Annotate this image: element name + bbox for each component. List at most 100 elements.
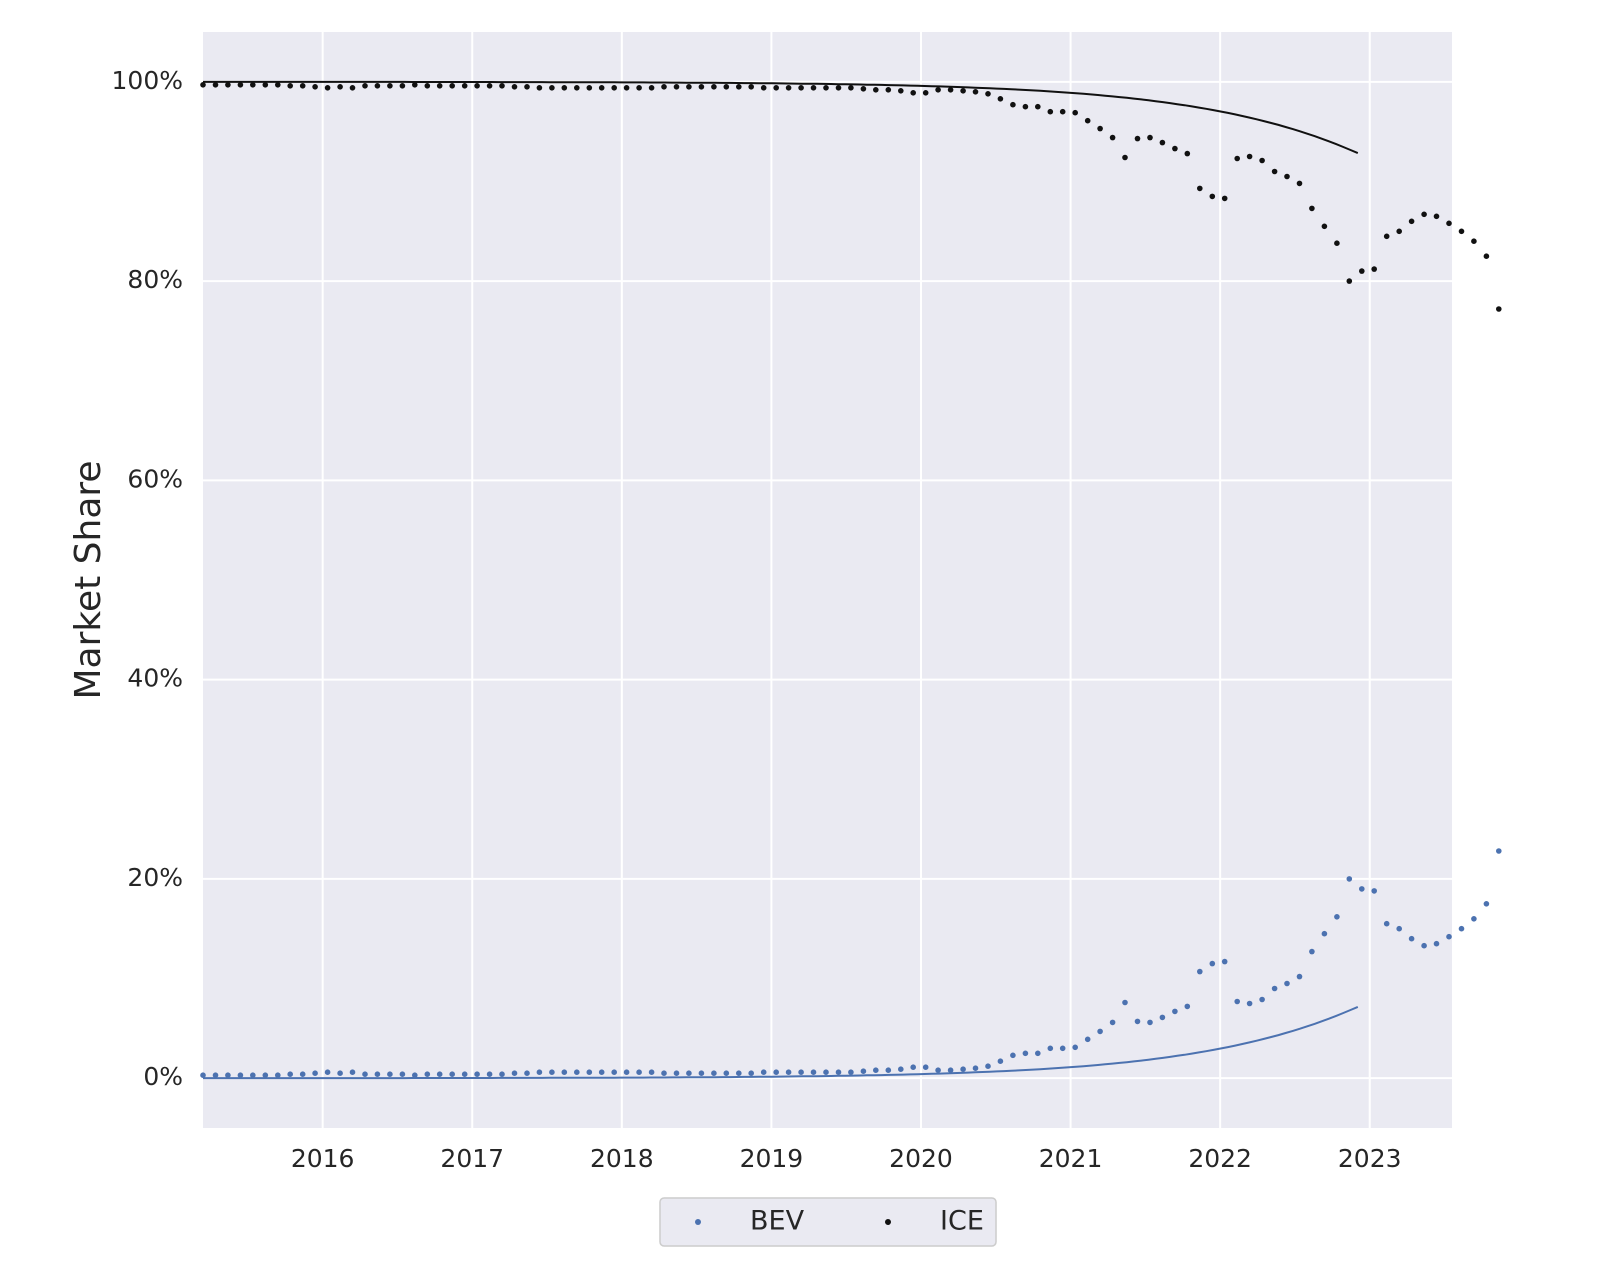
data-point-ice — [424, 83, 431, 89]
grid-lines — [203, 32, 1452, 1128]
data-point-bev — [561, 1069, 568, 1075]
data-point-bev — [275, 1072, 281, 1078]
data-point-bev — [823, 1069, 829, 1075]
data-point-bev — [1234, 998, 1240, 1005]
data-point-bev — [1371, 888, 1377, 894]
data-point-ice — [225, 82, 231, 88]
data-point-bev — [972, 1065, 979, 1071]
data-point-ice — [549, 85, 555, 91]
data-point-bev — [1421, 942, 1427, 949]
data-point-ice — [760, 85, 767, 91]
data-point-bev — [860, 1068, 867, 1074]
data-point-ice — [1359, 268, 1365, 274]
x-tick-label: 2020 — [889, 1144, 953, 1173]
data-point-ice — [449, 83, 456, 89]
data-point-ice — [1408, 218, 1415, 225]
data-point-bev — [1122, 999, 1128, 1006]
data-point-ice — [1072, 109, 1078, 116]
data-point-ice — [1122, 154, 1128, 161]
data-point-ice — [524, 84, 530, 90]
trend-line-ice — [203, 80, 1359, 155]
data-point-bev — [449, 1071, 456, 1077]
data-point-ice — [324, 85, 331, 91]
data-point-ice — [387, 83, 393, 89]
data-point-bev — [1246, 1000, 1253, 1007]
data-point-ice — [1271, 168, 1278, 175]
y-tick-label: 60% — [127, 464, 183, 493]
data-point-bev — [1446, 933, 1452, 940]
data-point-ice — [461, 83, 468, 89]
y-tick-label: 0% — [143, 1062, 183, 1091]
data-point-ice — [922, 90, 929, 96]
data-point-bev — [250, 1072, 256, 1078]
data-point-ice — [910, 90, 916, 96]
data-point-ice — [1483, 253, 1490, 259]
data-point-bev — [1259, 996, 1265, 1003]
data-point-ice — [785, 85, 792, 91]
data-point-bev — [1433, 940, 1440, 947]
data-point-ice — [623, 85, 630, 91]
data-point-bev — [461, 1071, 468, 1077]
data-point-bev — [486, 1071, 493, 1077]
data-point-bev — [287, 1071, 294, 1077]
data-point-ice — [935, 87, 941, 93]
data-point-ice — [798, 85, 804, 91]
data-point-bev — [436, 1071, 443, 1077]
data-point-bev — [399, 1071, 406, 1077]
x-axis-ticks: 2016 2017 2018 2019 2020 2021 2022 2023 — [291, 1144, 1402, 1173]
data-point-ice — [611, 85, 617, 91]
data-point-ice — [1084, 117, 1091, 124]
data-point-bev — [225, 1072, 231, 1078]
data-point-ice — [1109, 134, 1116, 141]
data-point-ice — [736, 84, 742, 90]
data-point-bev — [474, 1071, 480, 1077]
data-point-ice — [860, 86, 867, 92]
data-point-bev — [1483, 901, 1490, 907]
data-point-bev — [1221, 958, 1228, 965]
data-point-ice — [648, 85, 655, 91]
data-point-ice — [1309, 205, 1315, 212]
data-point-bev — [1458, 925, 1465, 932]
data-point-bev — [997, 1058, 1004, 1064]
legend-marker-bev — [695, 1219, 701, 1225]
legend: BEV ICE — [659, 1197, 997, 1247]
data-point-bev — [1097, 1028, 1103, 1035]
data-point-bev — [1022, 1050, 1029, 1057]
data-point-ice — [312, 84, 318, 90]
data-point-ice — [848, 85, 854, 91]
data-point-ice — [711, 84, 717, 90]
data-point-ice — [436, 83, 443, 89]
data-point-bev — [1172, 1008, 1178, 1015]
data-point-ice — [997, 96, 1004, 102]
data-point-ice — [536, 85, 543, 91]
data-point-ice — [412, 82, 418, 88]
data-point-ice — [686, 84, 692, 90]
data-point-bev — [200, 1072, 206, 1078]
data-point-bev — [698, 1070, 705, 1076]
data-point-ice — [1471, 238, 1477, 244]
data-point-ice — [673, 84, 680, 90]
data-point-ice — [250, 82, 256, 88]
data-point-ice — [1383, 233, 1390, 240]
data-point-ice — [237, 82, 244, 88]
data-point-bev — [212, 1072, 219, 1078]
x-tick-label: 2017 — [440, 1144, 504, 1173]
data-point-bev — [524, 1070, 530, 1076]
y-tick-label: 80% — [127, 265, 183, 294]
data-point-ice — [275, 82, 281, 88]
y-tick-label: 40% — [127, 664, 183, 693]
data-point-ice — [586, 85, 593, 91]
data-point-bev — [424, 1071, 431, 1077]
data-point-bev — [623, 1069, 630, 1075]
data-point-bev — [1359, 886, 1365, 892]
trend-lines — [203, 80, 1359, 1080]
data-point-bev — [910, 1064, 916, 1070]
data-point-bev — [549, 1069, 555, 1075]
data-point-bev — [848, 1069, 854, 1075]
data-point-bev — [835, 1069, 842, 1075]
data-point-bev — [362, 1071, 368, 1077]
data-point-ice — [885, 87, 892, 93]
data-point-ice — [898, 88, 904, 94]
data-point-ice — [1433, 213, 1440, 220]
data-point-bev — [686, 1070, 692, 1076]
